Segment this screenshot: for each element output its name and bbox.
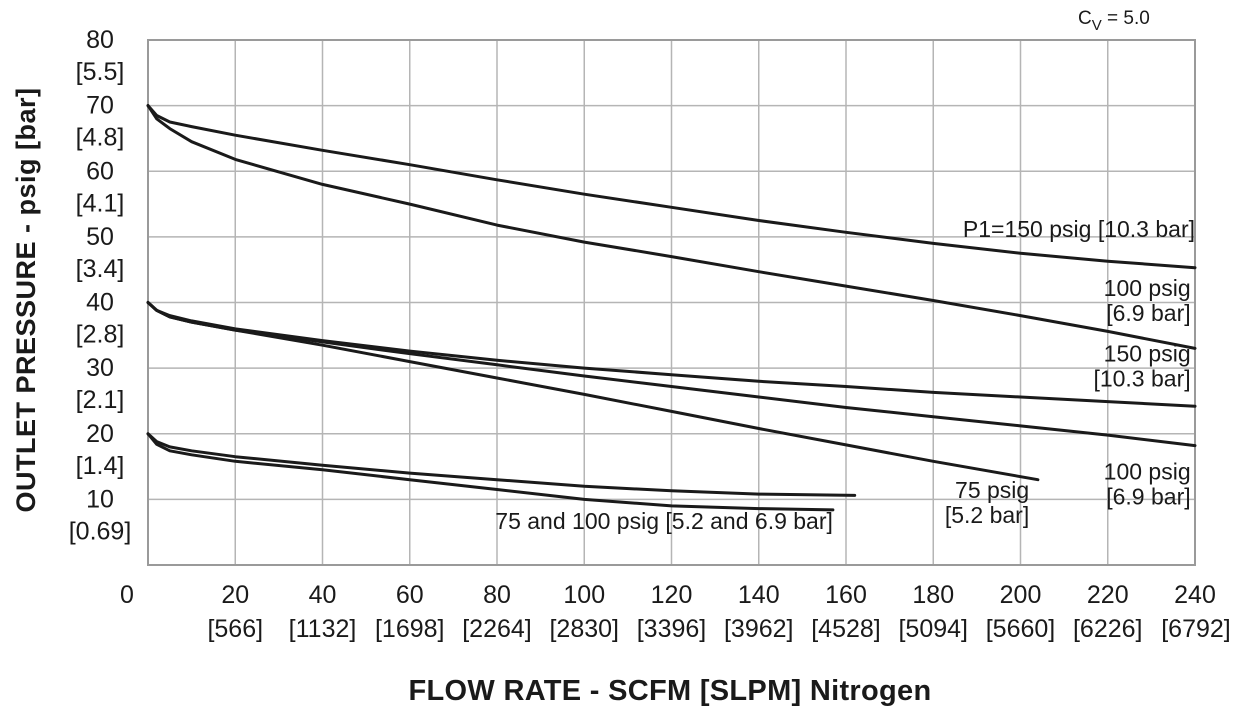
- x-tick-sublabel: [5094]: [898, 615, 968, 643]
- x-tick-label: 40: [309, 581, 337, 609]
- x-tick-sublabel: [2264]: [462, 615, 532, 643]
- x-tick-sublabel: [566]: [207, 615, 263, 643]
- x-tick-sublabel: [6792]: [1161, 615, 1231, 643]
- curve-labels: P1=150 psig [10.3 bar]100 psig[6.9 bar]1…: [495, 216, 1195, 534]
- x-tick-label: 120: [651, 581, 693, 609]
- x-tick-sublabel: [1132]: [289, 615, 357, 643]
- cv-value: = 5.0: [1102, 8, 1150, 29]
- curve-line: [146, 104, 1197, 270]
- y-tick-sublabel: [2.1]: [76, 386, 125, 414]
- curve-line: [146, 301, 1040, 482]
- curve-label-line: [5.2 bar]: [945, 502, 1029, 528]
- curve-line: [146, 104, 1197, 350]
- x-tick-sublabel: [2830]: [549, 615, 619, 643]
- curve-label: 75 and 100 psig [5.2 and 6.9 bar]: [495, 508, 833, 534]
- cv-c: C: [1078, 8, 1092, 29]
- y-tick-sublabel: [4.8]: [76, 124, 125, 152]
- x-tick-sublabel: [3396]: [637, 615, 707, 643]
- x-tick-sublabel: [4528]: [811, 615, 881, 643]
- y-tick-sublabel: [0.69]: [69, 517, 132, 545]
- y-tick-label: 10: [86, 485, 114, 513]
- x-tick-label: 200: [1000, 581, 1042, 609]
- x-tick-label: 160: [825, 581, 867, 609]
- y-tick-label: 20: [86, 420, 114, 448]
- x-tick-label: 0: [120, 581, 134, 609]
- x-tick-label: 180: [912, 581, 954, 609]
- cv-annotation: CV = 5.0: [1078, 8, 1150, 34]
- y-tick-labels: 10 [0.69] 20 [1.4] 30 [2.1] 40 [2.8] 50 [3.4] 60 [4…: [69, 26, 132, 545]
- y-tick-sublabel: [4.1]: [76, 189, 125, 217]
- curve-label: 75 psig[5.2 bar]: [945, 477, 1029, 528]
- x-tick-sublabel: [3962]: [724, 615, 794, 643]
- y-tick-label: 50: [86, 223, 114, 251]
- y-tick-label: 40: [86, 289, 114, 317]
- y-tick-sublabel: [2.8]: [76, 321, 125, 349]
- curves: [146, 104, 1197, 512]
- y-tick-label: 80: [86, 26, 114, 54]
- curve-label: P1=150 psig [10.3 bar]: [963, 216, 1195, 242]
- curve-label-line: [6.9 bar]: [1106, 484, 1190, 510]
- curve-label-line: 100 psig: [1104, 275, 1191, 301]
- x-axis-label: FLOW RATE - SCFM [SLPM] Nitrogen: [409, 675, 932, 707]
- curve-label-line: [6.9 bar]: [1106, 300, 1190, 326]
- x-tick-label: 80: [483, 581, 511, 609]
- y-axis-label: OUTLET PRESSURE - psig [bar]: [11, 87, 41, 512]
- curve-label-line: 100 psig: [1104, 459, 1191, 485]
- y-tick-sublabel: [3.4]: [76, 255, 125, 283]
- y-tick-sublabel: [1.4]: [76, 452, 125, 480]
- y-tick-sublabel: [5.5]: [76, 58, 125, 86]
- curve-label-line: [10.3 bar]: [1093, 366, 1190, 392]
- curve-label-line: 75 and 100 psig [5.2 and 6.9 bar]: [495, 508, 833, 534]
- x-tick-sublabel: [1698]: [375, 615, 445, 643]
- y-tick-label: 70: [86, 92, 114, 120]
- curve-label: 100 psig[6.9 bar]: [1104, 459, 1191, 510]
- curve-line: [146, 432, 857, 497]
- curve-line: [146, 432, 835, 512]
- curve-label-line: 150 psig: [1104, 341, 1191, 367]
- y-tick-label: 30: [86, 354, 114, 382]
- curve-label: 100 psig[6.9 bar]: [1104, 275, 1191, 326]
- curve-label-line: 75 psig: [955, 477, 1029, 503]
- x-tick-label: 20: [221, 581, 249, 609]
- cv-subscript: V: [1092, 17, 1102, 34]
- x-tick-sublabel: [6226]: [1073, 615, 1143, 643]
- grid: [148, 40, 1195, 565]
- curve-label: 150 psig[10.3 bar]: [1093, 341, 1190, 392]
- x-tick-label: 140: [738, 581, 780, 609]
- y-tick-label: 60: [86, 157, 114, 185]
- x-tick-label: 100: [563, 581, 605, 609]
- x-tick-labels: 0 20 [566] 40 [1132] 60 [1698] 80 [2264] 100 [2830…: [120, 581, 1231, 643]
- x-tick-label: 60: [396, 581, 424, 609]
- x-tick-label: 220: [1087, 581, 1129, 609]
- x-tick-label: 240: [1174, 581, 1216, 609]
- curve-label-line: P1=150 psig [10.3 bar]: [963, 216, 1195, 242]
- x-tick-sublabel: [5660]: [986, 615, 1056, 643]
